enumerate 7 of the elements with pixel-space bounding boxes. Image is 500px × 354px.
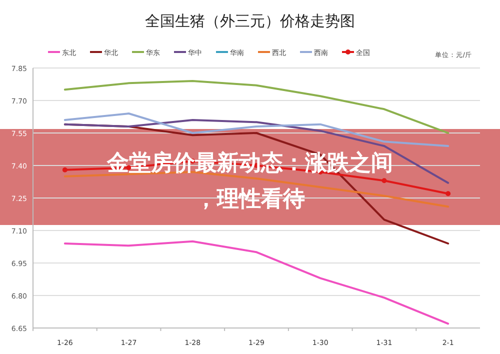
point: [62, 167, 68, 172]
point: [382, 178, 387, 184]
line-series: [64, 80, 450, 134]
line-series: [64, 240, 450, 325]
title: 全国生猪（外三元）价格走势图: [145, 12, 355, 30]
point: [446, 191, 451, 196]
line-series: [64, 112, 450, 147]
